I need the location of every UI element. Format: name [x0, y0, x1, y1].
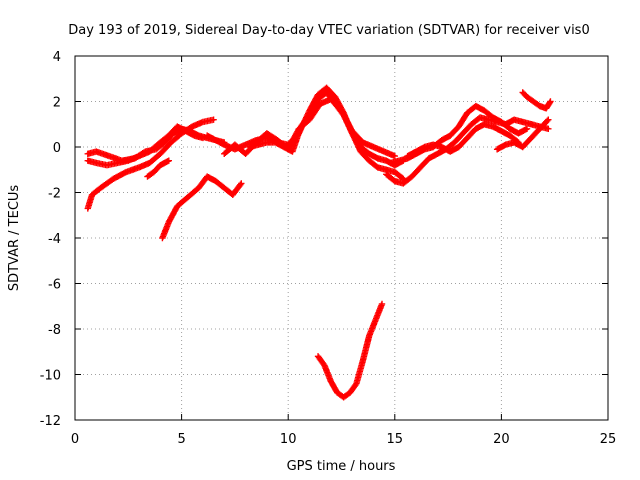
data-point: [546, 99, 553, 106]
data-point: [545, 125, 552, 132]
series-arc-13: [493, 116, 552, 153]
data-point: [165, 157, 173, 164]
x-tick-label: 0: [71, 432, 79, 447]
series-arc-5: [159, 173, 245, 242]
y-tick-label: -4: [48, 232, 61, 247]
series-arc-9: [314, 300, 386, 401]
x-tick-label: 15: [387, 432, 404, 447]
y-tick-label: -2: [48, 187, 61, 202]
y-tick-label: 0: [53, 141, 61, 156]
x-tick-label: 5: [177, 432, 185, 447]
series-arc-3: [84, 116, 217, 212]
chart-title: Day 193 of 2019, Sidereal Day-to-day VTE…: [68, 23, 589, 38]
y-tick-label: -12: [40, 414, 61, 429]
data-point: [523, 125, 531, 132]
x-tick-label: 20: [493, 432, 510, 447]
y-tick-label: 4: [53, 50, 61, 65]
y-tick-label: 2: [53, 96, 61, 111]
x-axis-label: GPS time / hours: [287, 459, 396, 474]
series-arc-8: [246, 89, 407, 183]
y-tick-label: -6: [48, 278, 61, 293]
data-point: [544, 117, 551, 125]
data-point: [237, 181, 244, 188]
series-arc-2: [84, 123, 207, 169]
x-tick-label: 10: [280, 432, 297, 447]
data-point: [199, 134, 207, 142]
data-point: [210, 116, 217, 123]
data-point: [547, 98, 554, 105]
series-arc-12: [404, 121, 522, 160]
series-arc-4: [144, 157, 173, 180]
data-point: [545, 116, 552, 123]
data-point: [378, 300, 386, 308]
data-point: [238, 180, 245, 187]
y-tick-label: -10: [40, 369, 61, 384]
series-arc-10: [383, 114, 552, 187]
x-tick-label: 25: [600, 432, 617, 447]
data-point: [391, 152, 398, 160]
data-points: [84, 84, 554, 401]
series-arc-14: [519, 89, 554, 112]
y-tick-label: -8: [48, 323, 61, 338]
y-axis-label: SDTVAR / TECUs: [7, 185, 22, 292]
